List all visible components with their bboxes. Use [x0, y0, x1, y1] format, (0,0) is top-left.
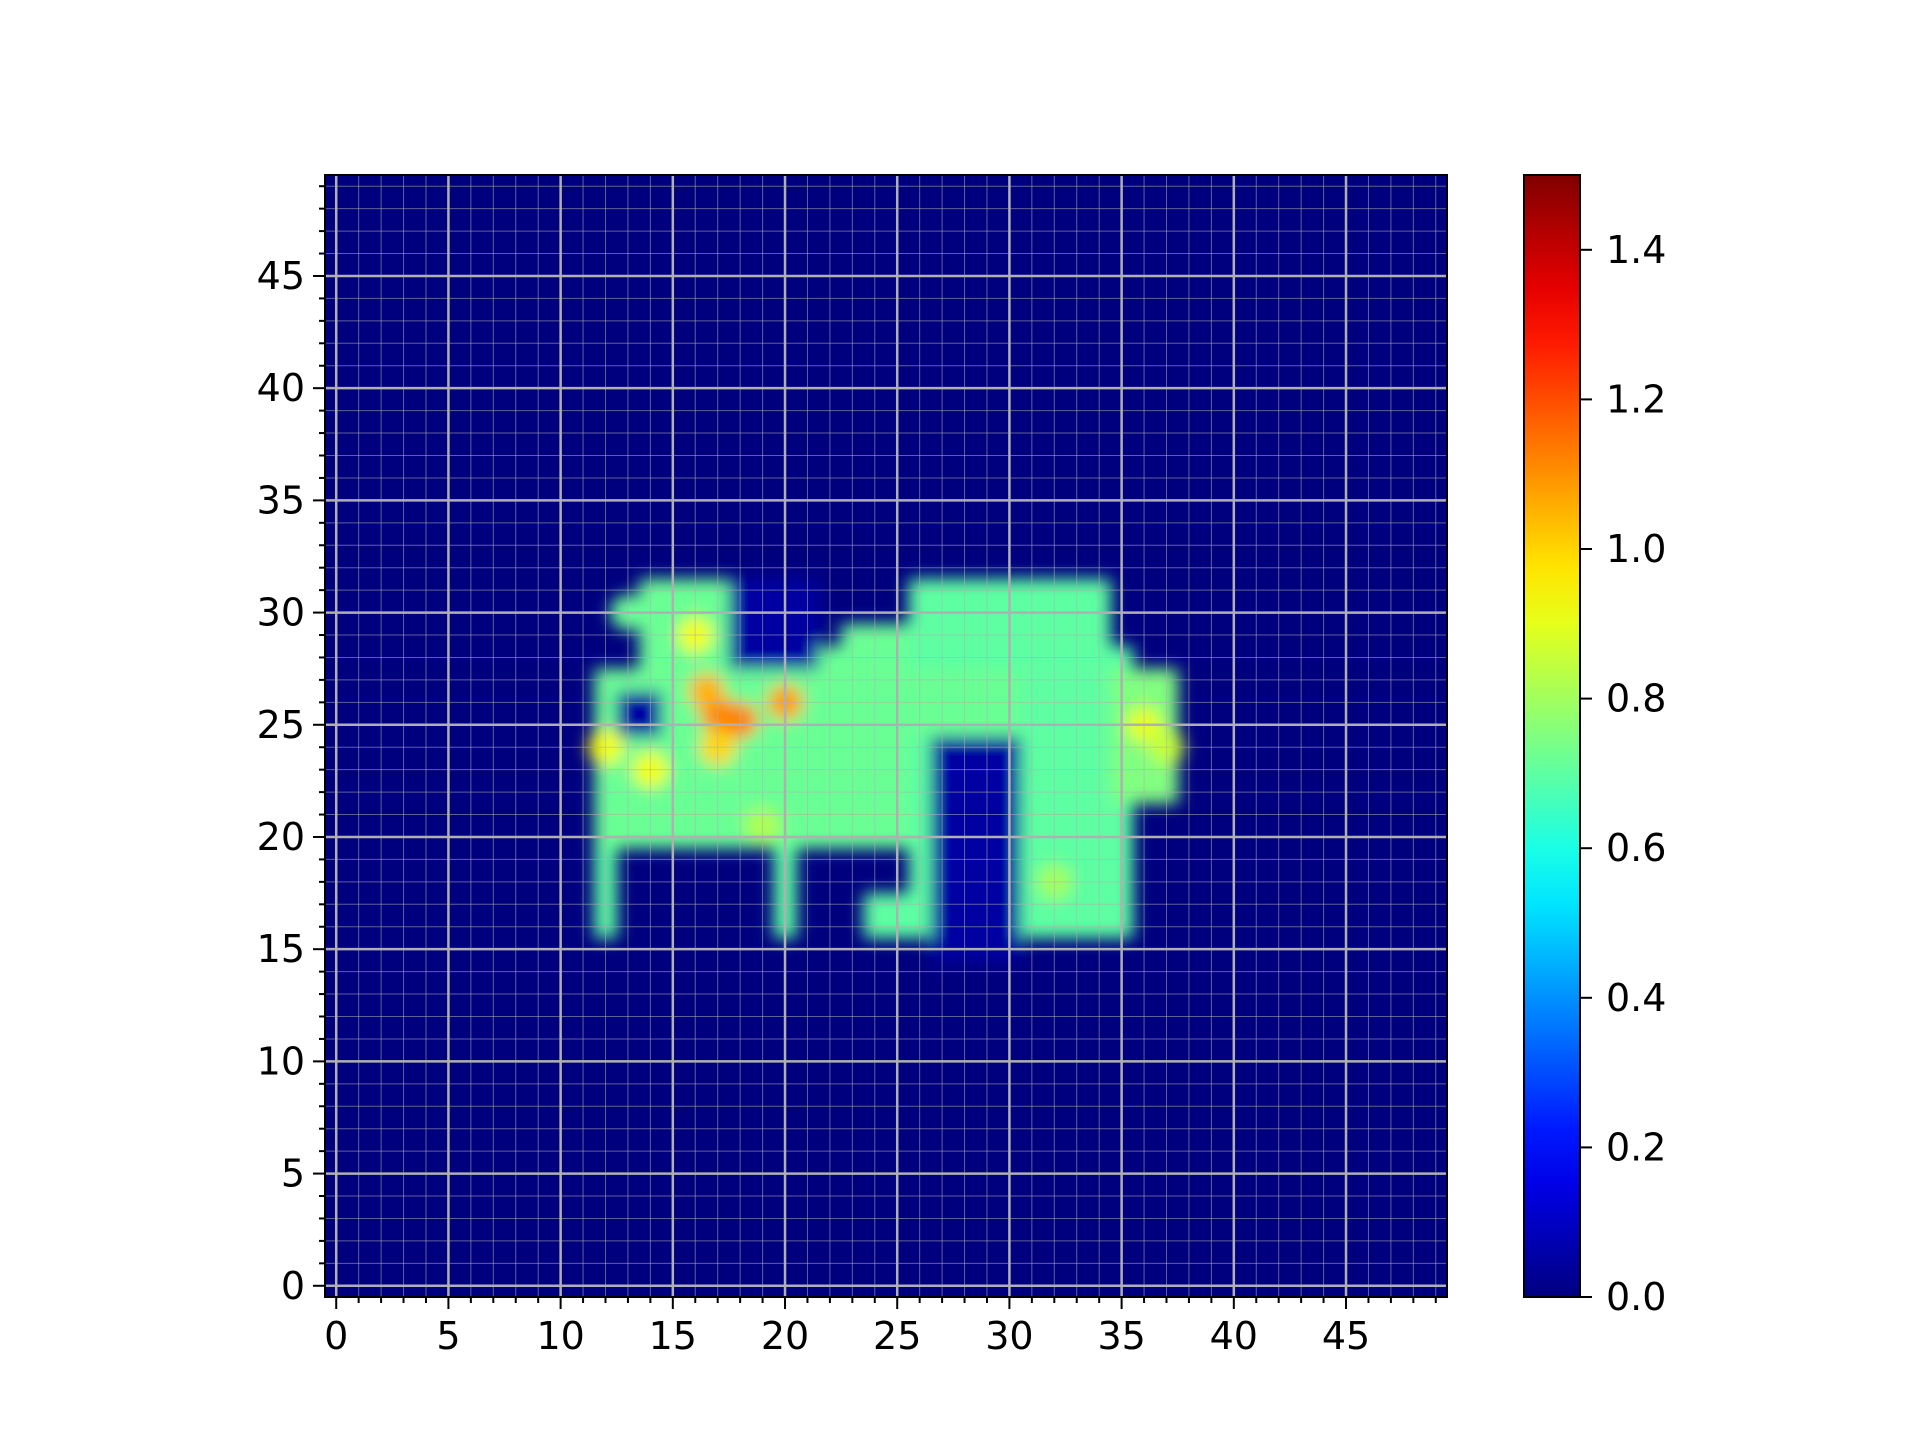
colorbar-tick-label: 0.0: [1606, 1275, 1666, 1319]
y-tick-label: 10: [257, 1039, 305, 1083]
x-axis: 0 5 10 15 20 25 30 35 40 45: [324, 1297, 1437, 1358]
plot-area: [324, 174, 1448, 1298]
x-tick-label: 20: [761, 1314, 809, 1358]
x-tick-label: 10: [536, 1314, 584, 1358]
x-tick-label: 45: [1322, 1314, 1370, 1358]
x-tick-label: 5: [436, 1314, 460, 1358]
y-tick-label: 45: [257, 254, 305, 298]
colorbar-tick-label: 0.6: [1606, 826, 1666, 870]
y-tick-label: 30: [257, 591, 305, 635]
colorbar-tick-label: 1.0: [1606, 527, 1666, 571]
colorbar: 0.0 0.2 0.4 0.6 0.8 1.0 1.2 1.4: [1523, 174, 1666, 1319]
y-tick-label: 0: [281, 1264, 305, 1308]
colorbar-tick-label: 1.4: [1606, 228, 1666, 272]
y-tick-label: 20: [257, 815, 305, 859]
x-tick-label: 40: [1210, 1314, 1258, 1358]
minor-grid: [325, 175, 1447, 1297]
major-grid: [325, 175, 1447, 1297]
x-tick-label: 15: [649, 1314, 697, 1358]
colorbar-tick-label: 0.2: [1606, 1125, 1666, 1169]
y-tick-label: 15: [257, 927, 305, 971]
y-tick-label: 40: [257, 366, 305, 410]
y-tick-label: 5: [281, 1152, 305, 1196]
y-tick-label: 35: [257, 478, 305, 522]
x-tick-label: 30: [985, 1314, 1033, 1358]
colorbar-tick-label: 1.2: [1606, 377, 1666, 421]
x-tick-label: 25: [873, 1314, 921, 1358]
x-tick-label: 35: [1097, 1314, 1145, 1358]
x-tick-label: 0: [324, 1314, 348, 1358]
y-tick-label: 25: [257, 703, 305, 747]
colorbar-tick-label: 0.8: [1606, 677, 1666, 721]
plot-frame-border: [324, 174, 1448, 1298]
colorbar-ticks: 0.0 0.2 0.4 0.6 0.8 1.0 1.2 1.4: [1580, 228, 1666, 1319]
colorbar-gradient: [1524, 175, 1580, 1297]
heatmap-hotspot: [688, 673, 725, 710]
colorbar-border: [1523, 174, 1581, 1298]
colorbar-tick-label: 0.4: [1606, 976, 1666, 1020]
y-axis: 0 5 10 15 20 25 30 35 40 45: [257, 185, 325, 1308]
